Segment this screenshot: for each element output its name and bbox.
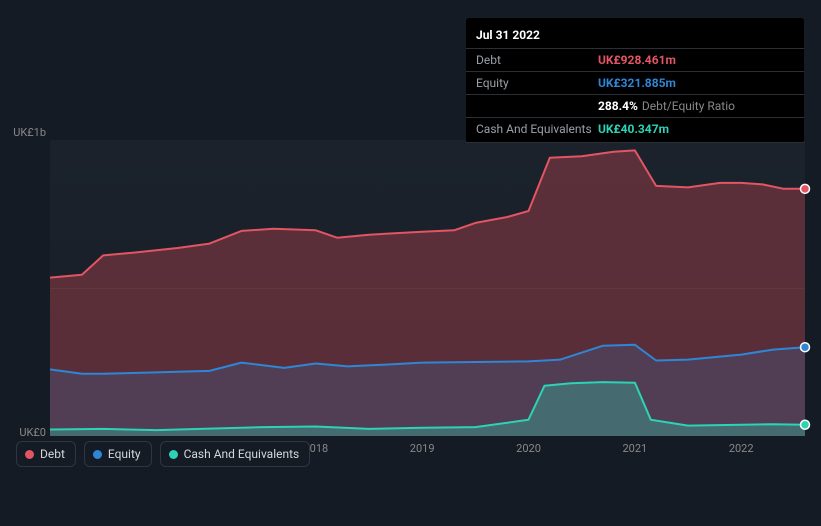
xaxis-tick: 2020 — [516, 442, 541, 455]
chart-svg — [50, 140, 805, 436]
tooltip-row-debt: Debt UK£928.461m — [466, 48, 804, 71]
tooltip-ratio-pct: 288.4% — [598, 99, 638, 113]
legend-label-equity: Equity — [108, 447, 141, 461]
tooltip-cash-value: UK£40.347m — [598, 122, 669, 136]
tooltip-cash-label: Cash And Equivalents — [476, 122, 598, 136]
tooltip-panel: Jul 31 2022 Debt UK£928.461m Equity UK£3… — [466, 18, 804, 143]
yaxis-top-label: UK£1b — [13, 126, 46, 139]
tooltip-ratio-label: Debt/Equity Ratio — [642, 99, 735, 113]
legend-label-cash: Cash And Equivalents — [184, 447, 300, 461]
chart: UK£1b UK£0 2016201720182019202020212022 … — [16, 122, 805, 467]
tooltip-equity-value: UK£321.885m — [598, 76, 676, 90]
yaxis-bottom-label: UK£0 — [19, 426, 46, 439]
tooltip-row-ratio: 288.4% Debt/Equity Ratio — [466, 94, 804, 117]
xaxis-tick: 2022 — [729, 442, 754, 455]
xaxis-tick: 2021 — [622, 442, 647, 455]
tooltip-row-cash: Cash And Equivalents UK£40.347m — [466, 117, 804, 143]
swatch-cash — [169, 450, 178, 459]
tooltip-debt-value: UK£928.461m — [598, 53, 676, 67]
legend: Debt Equity Cash And Equivalents — [16, 441, 310, 467]
tooltip-date: Jul 31 2022 — [466, 24, 804, 48]
xaxis-tick: 2019 — [410, 442, 435, 455]
legend-item-debt[interactable]: Debt — [16, 441, 76, 467]
tooltip-equity-label: Equity — [476, 76, 598, 90]
legend-item-equity[interactable]: Equity — [84, 441, 152, 467]
tooltip-row-equity: Equity UK£321.885m — [466, 71, 804, 94]
legend-item-cash[interactable]: Cash And Equivalents — [160, 441, 311, 467]
legend-label-debt: Debt — [40, 447, 65, 461]
swatch-equity — [93, 450, 102, 459]
tooltip-debt-label: Debt — [476, 53, 598, 67]
swatch-debt — [25, 450, 34, 459]
plot-area[interactable] — [50, 140, 805, 436]
